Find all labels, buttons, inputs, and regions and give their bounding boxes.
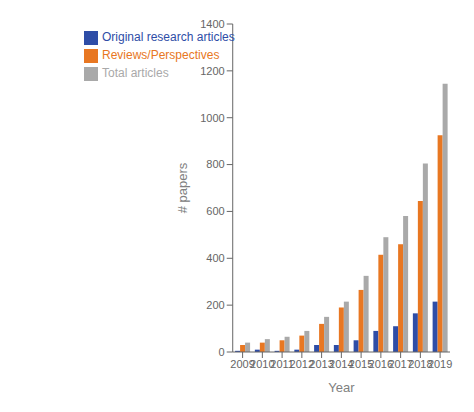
svg-text:1200: 1200 — [200, 65, 224, 77]
svg-text:Year: Year — [328, 380, 355, 395]
svg-text:400: 400 — [206, 252, 224, 264]
svg-text:1400: 1400 — [200, 18, 224, 30]
html-text:Reviews/Perspectives: Reviews/Perspectives — [102, 48, 220, 62]
svg-text:2017: 2017 — [388, 357, 413, 370]
svg-text:800: 800 — [206, 158, 224, 170]
html-text:Total articles: Total articles — [102, 66, 169, 80]
html-text:Original research articles: Original research articles — [102, 30, 235, 44]
svg-text:2013: 2013 — [309, 357, 334, 370]
svg-text:2014: 2014 — [329, 357, 354, 370]
svg-text:2012: 2012 — [289, 357, 315, 370]
svg-text:2016: 2016 — [368, 357, 394, 370]
svg-text:2019: 2019 — [428, 358, 452, 370]
svg-text:200: 200 — [206, 299, 224, 311]
svg-text:2015: 2015 — [348, 357, 374, 370]
svg-text:600: 600 — [206, 205, 224, 217]
svg-text:2018: 2018 — [408, 357, 433, 370]
svg-text:2010: 2010 — [250, 357, 275, 370]
svg-text:# papers: # papers — [175, 162, 190, 213]
svg-text:1000: 1000 — [200, 112, 224, 124]
svg-text:0: 0 — [219, 346, 225, 358]
svg-text:2011: 2011 — [270, 357, 294, 370]
svg-text:2009: 2009 — [230, 357, 255, 370]
